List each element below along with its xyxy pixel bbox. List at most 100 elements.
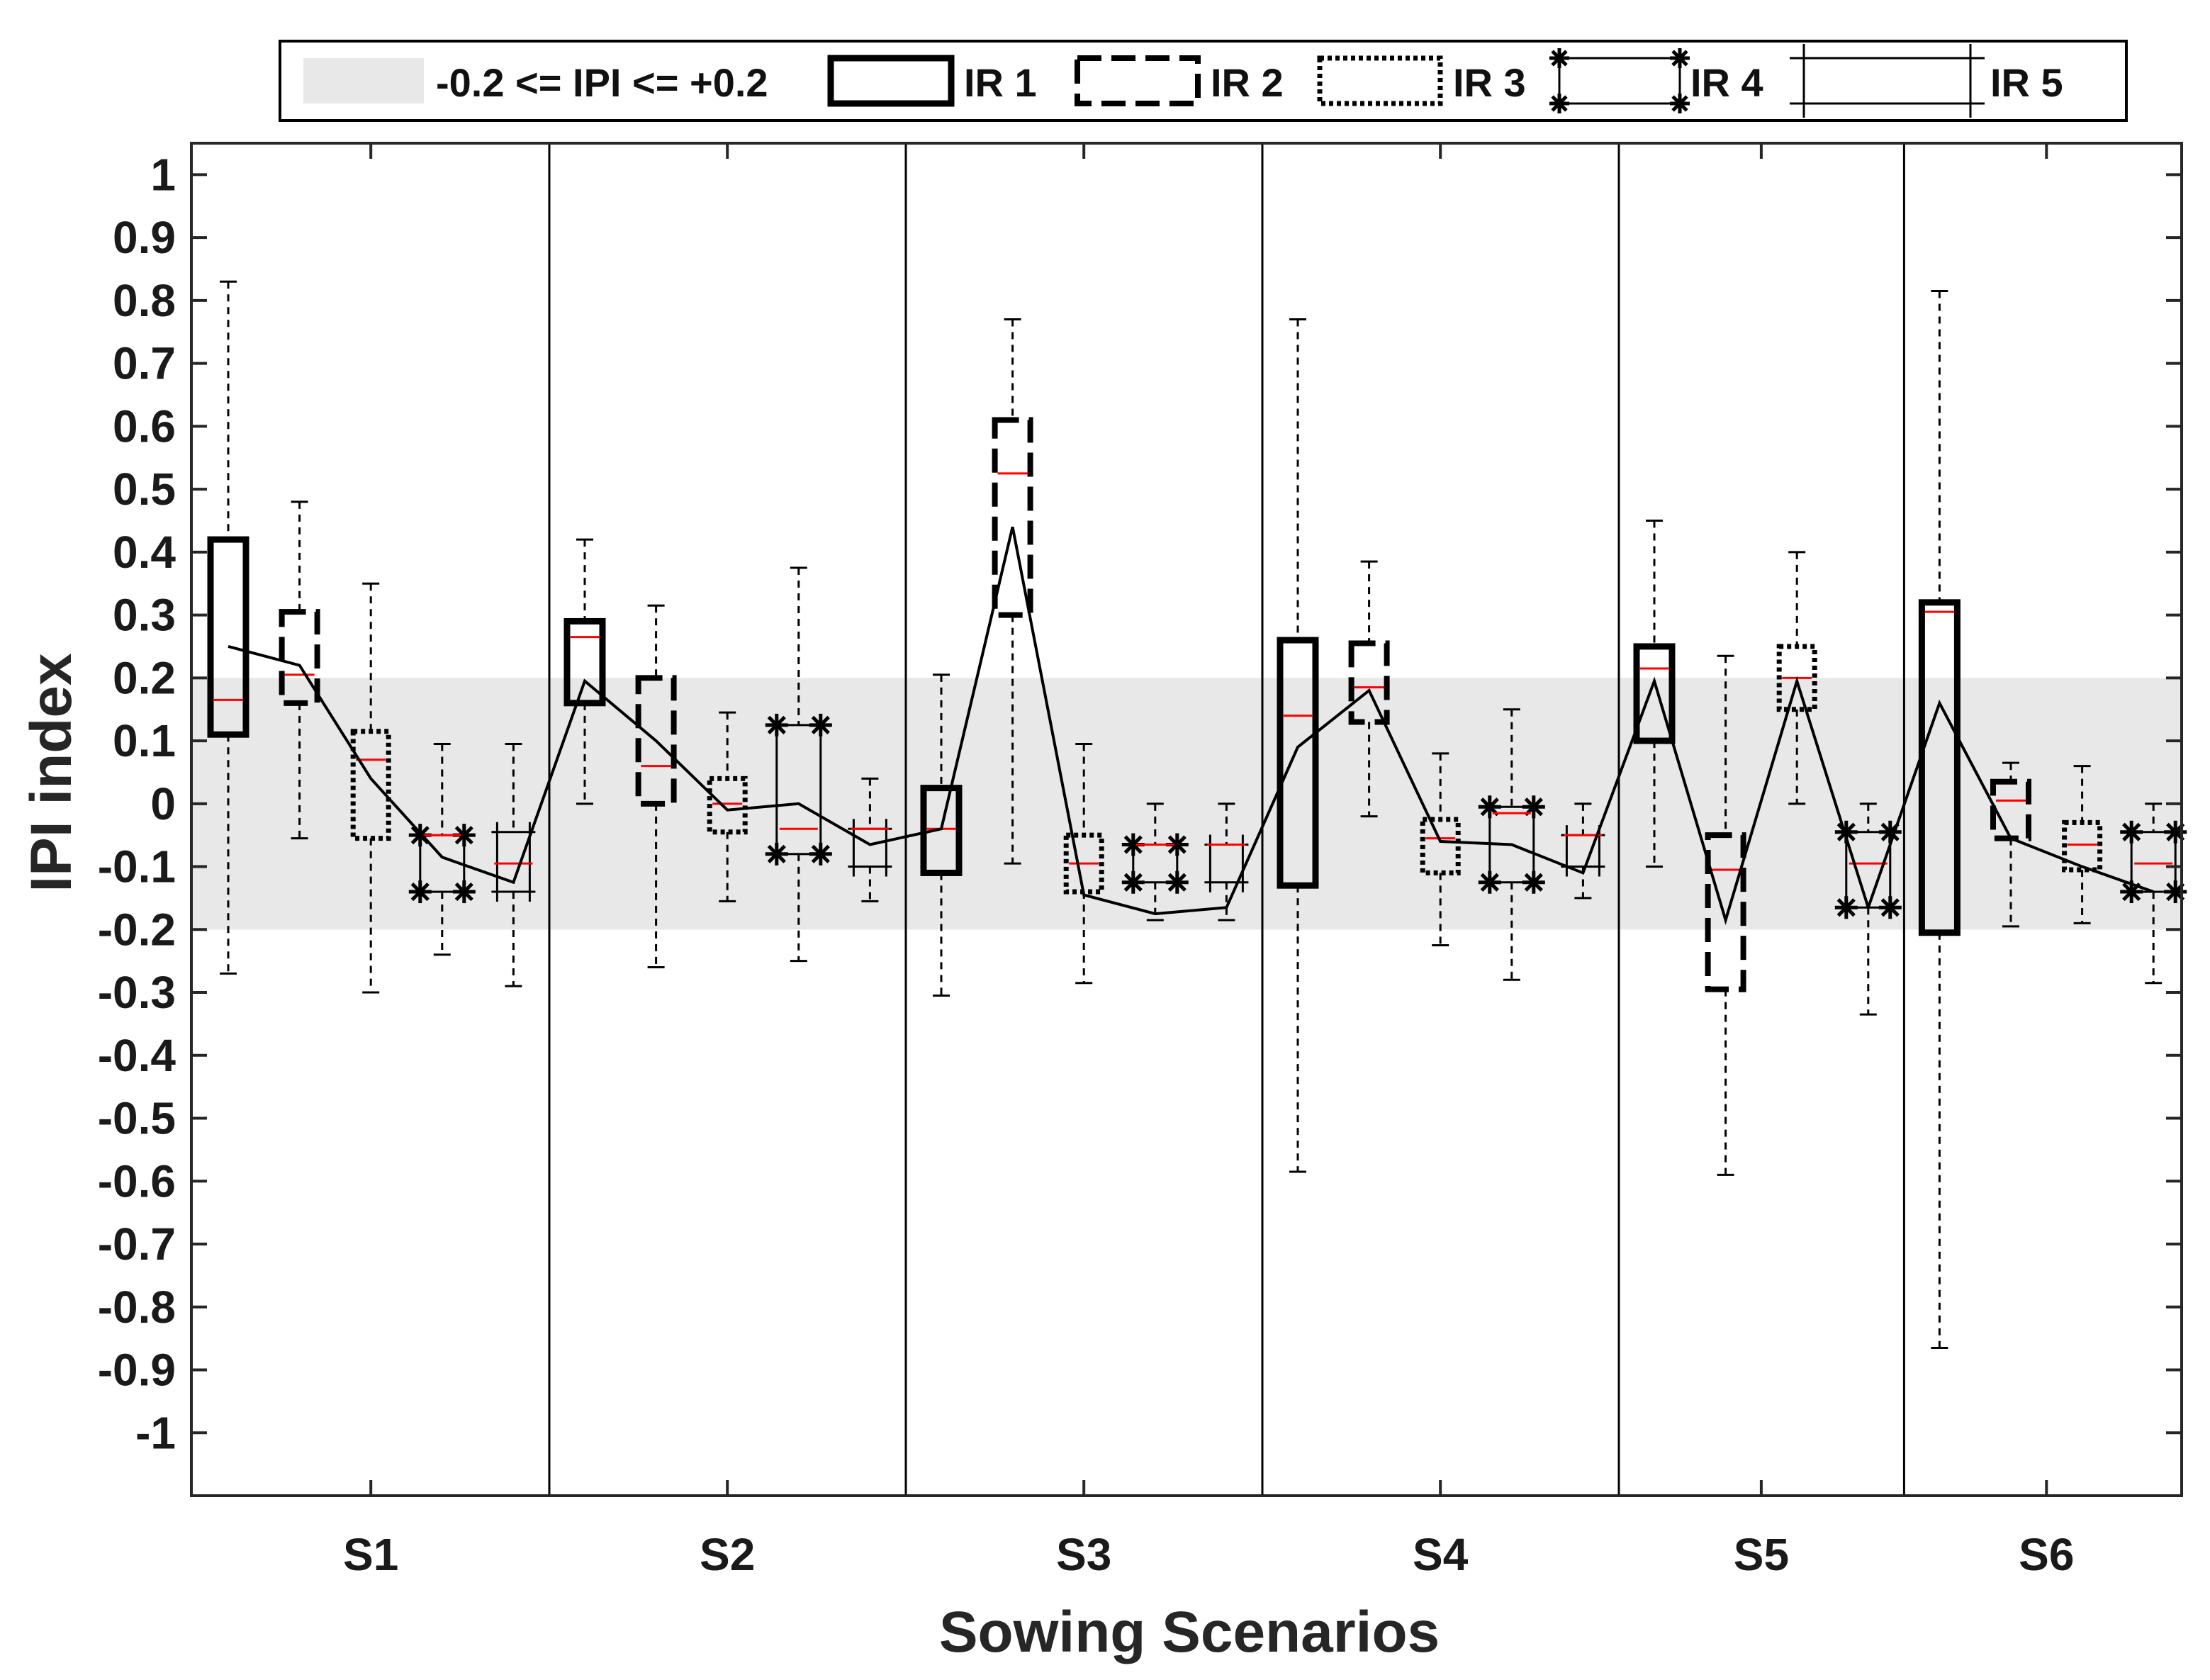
- box-body: [563, 617, 606, 707]
- box-body: [1705, 832, 1746, 992]
- y-tick-label: -0.8: [98, 1282, 176, 1333]
- legend-ir1-label: IR 1: [964, 60, 1037, 105]
- legend: -0.2 <= IPI <= +0.2 IR 1 IR 2 IR 3 IR 4 …: [279, 40, 2128, 122]
- mean-trend-line: [228, 526, 2154, 925]
- legend-ir4-star-1: [1549, 48, 1569, 68]
- star-marker: [1834, 896, 1858, 919]
- box-s3-ir2: [992, 318, 1033, 865]
- y-tick-label: 0.6: [113, 401, 176, 452]
- box-body: [707, 775, 748, 835]
- y-axis-title: IPI index: [19, 653, 84, 892]
- star-marker: [809, 713, 832, 737]
- star-marker: [1478, 795, 1501, 819]
- star-marker: [2164, 880, 2187, 904]
- star-marker: [1121, 870, 1145, 894]
- legend-ir2-swatch: [1075, 55, 1201, 106]
- y-tick-label: 0.4: [113, 527, 176, 578]
- box-s2-ir2: [635, 604, 677, 969]
- box-s3-ir1: [920, 673, 963, 997]
- scenario-separators: [548, 143, 1905, 1496]
- legend-ir4-star-markers: [1549, 48, 1690, 113]
- y-tick-label: 0.2: [113, 652, 176, 703]
- box-s6-ir4: [2120, 802, 2187, 985]
- star-marker: [1522, 870, 1545, 894]
- star-marker: [2164, 820, 2187, 844]
- legend-ir1-swatch: [827, 55, 955, 107]
- y-tick-label: 1: [150, 149, 176, 200]
- legend-ir4-star-2: [1670, 48, 1690, 68]
- y-tick-label: 0.8: [113, 275, 176, 326]
- box-s5-ir4: [1834, 802, 1902, 1016]
- x-tick-label: S4: [1413, 1529, 1469, 1580]
- box-s4-ir2: [1348, 560, 1390, 818]
- x-tick-label: S3: [1056, 1529, 1111, 1580]
- box-s2-ir3: [707, 711, 748, 902]
- box-s2-ir4: [765, 566, 832, 963]
- y-tick-label: 0: [150, 778, 176, 829]
- box-s5-ir3: [1776, 551, 1817, 805]
- box-s1-ir3: [350, 582, 391, 994]
- box-body: [279, 609, 320, 706]
- legend-ir3-label: IR 3: [1453, 60, 1526, 105]
- box-s5-ir2: [1705, 654, 1746, 1176]
- box-s2-ir1: [563, 538, 606, 805]
- box-body: [635, 675, 677, 807]
- box-body: [920, 785, 963, 876]
- box-s4-ir4: [1478, 708, 1545, 981]
- box-body: [1918, 599, 1961, 936]
- y-tick-label: 0.7: [113, 338, 176, 389]
- y-tick-label: -0.5: [98, 1093, 176, 1144]
- y-tick-label: -0.6: [98, 1155, 176, 1206]
- plot-frame: [190, 142, 2183, 1497]
- box-body: [992, 417, 1033, 618]
- box-s6-ir1: [1918, 290, 1961, 1349]
- x-axis-title: Sowing Scenarios: [939, 1600, 1440, 1664]
- star-marker: [1165, 870, 1189, 894]
- box-body: [775, 724, 822, 856]
- star-marker: [1878, 896, 1902, 919]
- legend-ir3-swatch: [1317, 55, 1443, 106]
- legend-ir5-label: IR 5: [1990, 60, 2063, 105]
- y-tick-label: -0.4: [98, 1030, 176, 1081]
- legend-band-label: -0.2 <= IPI <= +0.2: [436, 60, 768, 105]
- y-tick-label: -0.7: [98, 1219, 176, 1270]
- box-s4-ir1: [1277, 318, 1319, 1173]
- y-tick-label: 0.3: [113, 590, 176, 641]
- box-s1-ir4: [408, 743, 476, 956]
- axes: 1 0.9 0.8 0.7 0.6 0.5 0.4 0.3 0.2 0.1 0 -0.1 -0.2 -0.…: [98, 142, 2183, 1580]
- star-marker: [765, 842, 788, 866]
- box-s3-ir5: [1204, 802, 1249, 922]
- legend-ir5-swatch: [1790, 44, 1985, 118]
- box-s1-ir1: [207, 280, 249, 975]
- box-s2-ir5: [848, 777, 892, 902]
- y-tick-label: -0.2: [98, 904, 176, 955]
- star-marker: [408, 880, 432, 904]
- star-marker: [765, 713, 788, 737]
- box-body: [1348, 640, 1390, 725]
- x-tick-label: S5: [1734, 1529, 1789, 1580]
- y-tick-label: 0.1: [113, 715, 176, 766]
- legend-frame: [279, 40, 2128, 122]
- legend-ir2-label: IR 2: [1211, 60, 1284, 105]
- star-marker: [1121, 833, 1145, 856]
- y-tick-label: 0.5: [113, 464, 176, 515]
- box-body: [1633, 643, 1676, 744]
- x-tick-label: S6: [2019, 1529, 2074, 1580]
- legend-ir4-star-3: [1549, 94, 1569, 113]
- box-s6-ir3: [2062, 765, 2103, 924]
- legend-ir4-star-4: [1670, 94, 1690, 113]
- star-marker: [809, 842, 832, 866]
- x-tick-label: S2: [700, 1529, 755, 1580]
- y-tick-label: -0.9: [98, 1345, 176, 1396]
- star-marker: [1522, 795, 1545, 819]
- legend-ir4-label: IR 4: [1690, 60, 1763, 105]
- x-tick-label: S1: [343, 1529, 398, 1580]
- y-tick-label: -1: [135, 1407, 176, 1458]
- y-tick-label: 0.9: [113, 212, 176, 263]
- box-body: [350, 729, 391, 841]
- box-body: [1420, 817, 1461, 875]
- neutral-band: [191, 678, 2182, 930]
- star-marker: [2120, 820, 2143, 844]
- box-body: [1776, 644, 1817, 712]
